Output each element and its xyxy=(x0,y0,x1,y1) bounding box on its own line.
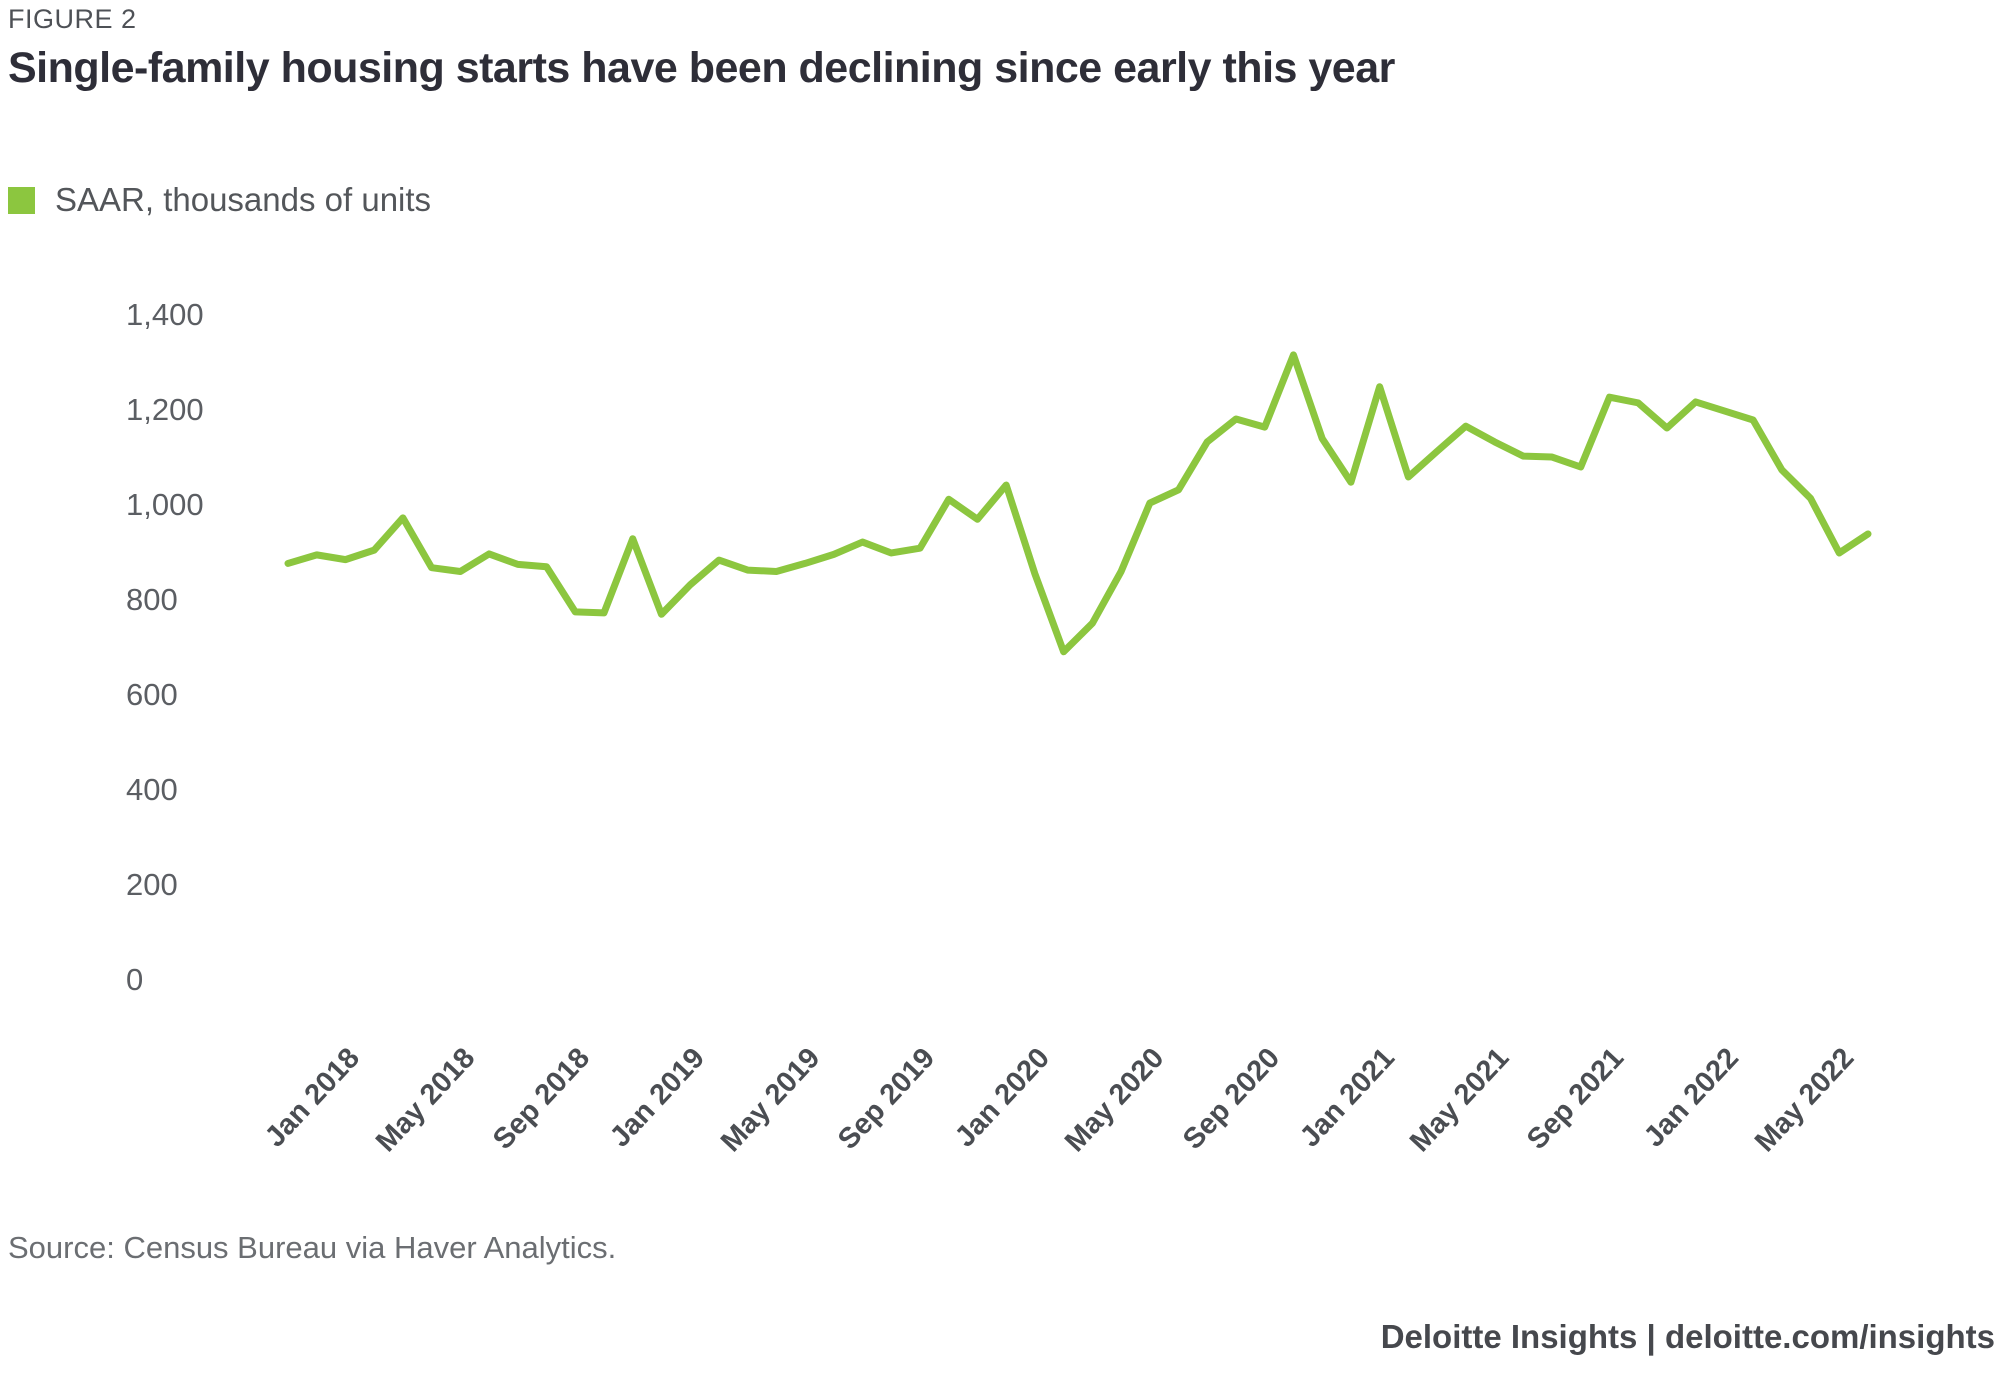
legend-swatch-icon xyxy=(8,186,35,214)
legend: SAAR, thousands of units xyxy=(8,181,431,219)
source-note: Source: Census Bureau via Haver Analytic… xyxy=(8,1230,617,1265)
y-axis-tick-label: 1,000 xyxy=(126,487,204,522)
footer-branding: Deloitte Insights | deloitte.com/insight… xyxy=(1380,1318,1995,1355)
legend-label: SAAR, thousands of units xyxy=(55,181,432,218)
y-axis-tick-label: 1,400 xyxy=(126,297,204,332)
y-axis-tick-label: 1,200 xyxy=(126,392,204,427)
y-axis-tick-label: 0 xyxy=(126,962,144,997)
y-axis-tick-label: 600 xyxy=(126,677,178,712)
y-axis-tick-label: 200 xyxy=(126,867,178,902)
housing-starts-series-line xyxy=(284,351,1872,656)
figure-label: FIGURE 2 xyxy=(8,4,137,34)
y-axis-tick-label: 400 xyxy=(126,772,178,807)
chart-title: Single-family housing starts have been d… xyxy=(8,44,1395,92)
y-axis-tick-label: 800 xyxy=(126,582,178,617)
